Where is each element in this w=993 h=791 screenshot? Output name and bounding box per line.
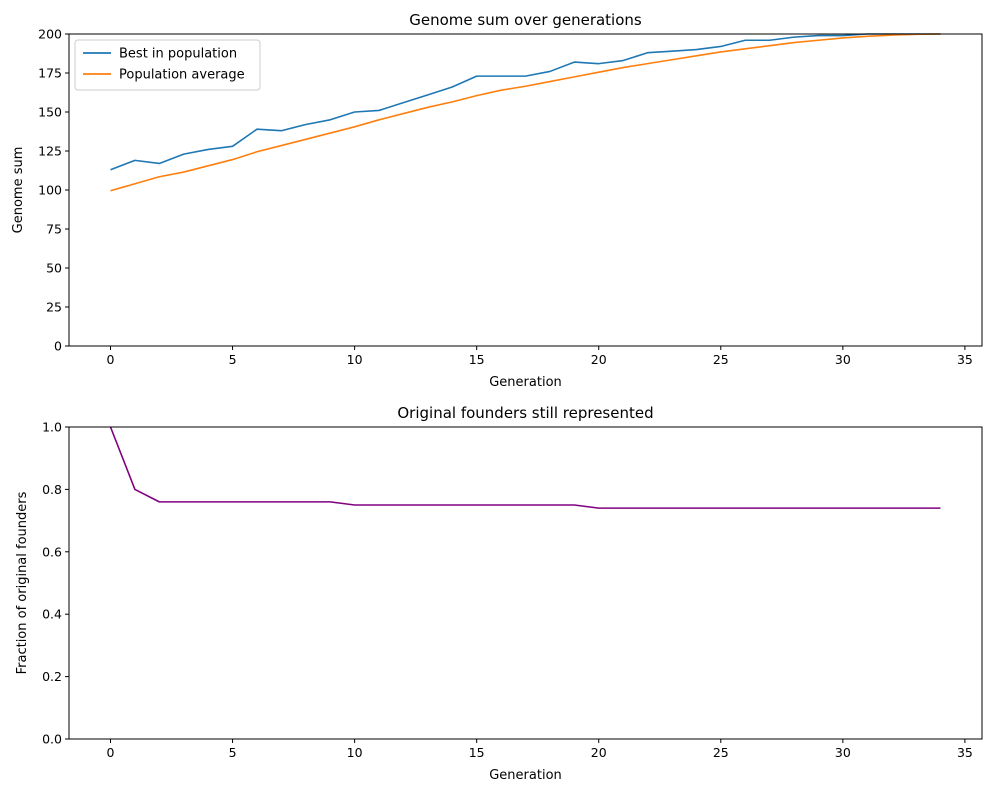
- series-line-population-average: [110, 33, 941, 192]
- y-tick-label: 0.2: [42, 669, 62, 684]
- y-tick-label: 100: [38, 183, 62, 198]
- chart-1: Genome sum over generations 0 5 10 15 20 25 30 3…: [11, 11, 983, 390]
- x-tick-label: 5: [229, 352, 237, 367]
- x-tick-label: 15: [469, 745, 485, 760]
- y-tick-label: 0.0: [42, 732, 62, 747]
- y-tick-label: 0.8: [42, 482, 62, 497]
- x-tick-label: 35: [957, 745, 973, 760]
- x-tick-label: 5: [229, 745, 237, 760]
- y-tick-label: 150: [38, 105, 62, 120]
- plot-frame: [68, 426, 983, 740]
- x-tick-label: 10: [347, 745, 363, 760]
- chart-2: Original founders still represented 0 5 10 1…: [15, 404, 983, 783]
- x-tick-label: 20: [591, 352, 607, 367]
- x-tick-label: 20: [591, 745, 607, 760]
- y-tick-label: 0: [54, 339, 62, 354]
- y-tick-label: 175: [38, 66, 62, 81]
- x-tick-label: 10: [347, 352, 363, 367]
- y-axis-label: Fraction of original founders: [15, 491, 30, 674]
- x-tick-label: 35: [957, 352, 973, 367]
- legend-label: Best in population: [119, 47, 237, 62]
- series-group: [110, 33, 941, 192]
- x-tick-label: 0: [107, 745, 115, 760]
- chart-title: Original founders still represented: [397, 404, 653, 422]
- x-tick-label: 30: [835, 352, 851, 367]
- y-tick-label: 125: [38, 144, 62, 159]
- series-group: [109, 426, 941, 509]
- x-tick-label: 30: [835, 745, 851, 760]
- y-tick-label: 1.0: [42, 420, 62, 435]
- x-axis-label: Generation: [489, 768, 562, 783]
- x-tick-label: 25: [713, 745, 729, 760]
- series-line-best-in-population: [110, 33, 941, 171]
- y-axis-label: Genome sum: [11, 147, 26, 234]
- x-tick-label: 25: [713, 352, 729, 367]
- legend: Best in population Population average: [74, 39, 261, 91]
- y-tick-label: 200: [38, 27, 62, 42]
- x-tick-label: 0: [107, 352, 115, 367]
- series-line-1: [109, 426, 941, 509]
- y-tick-label: 0.4: [42, 607, 62, 622]
- legend-label: Population average: [119, 68, 245, 83]
- y-tick-label: 75: [46, 222, 62, 237]
- chart-title: Genome sum over generations: [409, 11, 642, 29]
- x-axis-label: Generation: [489, 375, 562, 390]
- y-tick-label: 25: [46, 300, 62, 315]
- y-tick-label: 50: [46, 261, 62, 276]
- legend-frame: [74, 39, 261, 91]
- x-tick-label: 15: [469, 352, 485, 367]
- y-tick-label: 0.6: [42, 544, 62, 559]
